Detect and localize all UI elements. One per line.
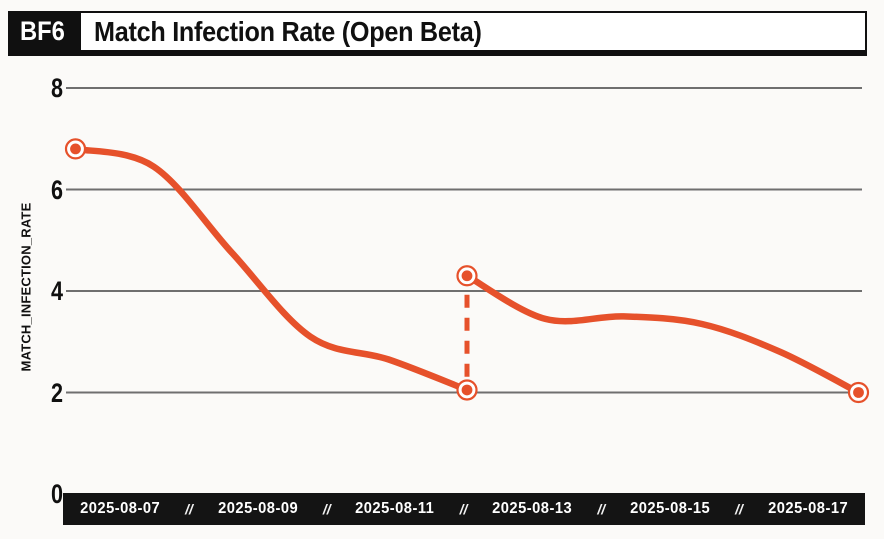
date-separator: // [735, 501, 743, 517]
data-point-marker [853, 387, 864, 398]
x-date-label: 2025-08-09 [217, 500, 298, 517]
y-tick-label: 4 [50, 276, 63, 306]
page-title: Match Infection Rate (Open Beta) [94, 15, 482, 47]
x-date-label: 2025-08-11 [355, 500, 435, 517]
bf6-badge-label: BF6 [20, 16, 65, 46]
date-separator: // [185, 501, 193, 517]
bf6-badge: BF6 [10, 13, 82, 50]
date-separator: // [322, 501, 331, 517]
x-axis-bar: 2025-08-07 // 2025-08-09 // 2025-08-11 // 2025… [63, 493, 865, 525]
x-date-label: 2025-08-17 [767, 500, 848, 517]
y-tick-label: 0 [50, 479, 63, 509]
y-tick-label: 6 [50, 174, 63, 205]
x-date-label: 2025-08-07 [80, 500, 161, 517]
date-separator: // [459, 501, 468, 517]
data-point-marker [70, 143, 81, 155]
date-separator: // [597, 501, 606, 517]
chart-line [72, 145, 471, 394]
chart-line [463, 272, 862, 396]
data-point-marker [461, 270, 473, 282]
data-point-marker [461, 384, 473, 396]
y-tick-label: 2 [50, 377, 63, 408]
x-date-label: 2025-08-13 [492, 500, 573, 517]
header: BF6 Match Infection Rate (Open Beta) [8, 11, 867, 56]
x-date-label: 2025-08-15 [630, 500, 711, 517]
y-tick-label: 8 [50, 73, 63, 103]
